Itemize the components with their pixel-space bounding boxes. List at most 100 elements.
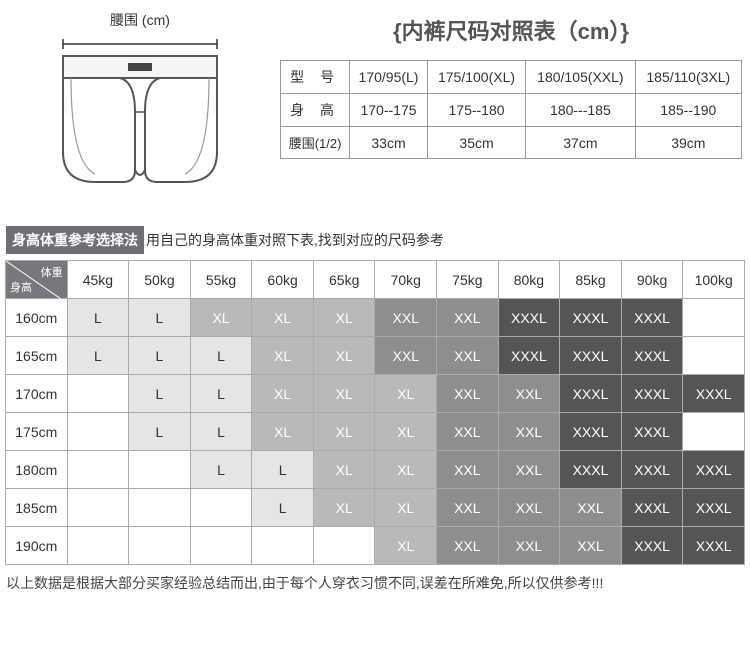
grid-cell: XL	[313, 413, 375, 451]
grid-cell: XXL	[437, 527, 499, 565]
grid-cell: XXL	[437, 451, 499, 489]
grid-cell: XL	[313, 375, 375, 413]
grid-cell: L	[190, 413, 252, 451]
spec-cell: 185--190	[635, 94, 741, 127]
grid-weight-header: 50kg	[129, 261, 191, 299]
grid-cell: XXXL	[621, 451, 683, 489]
grid-cell: L	[129, 413, 191, 451]
spec-hdr-waist: 腰围(1/2)	[281, 127, 350, 159]
grid-cell: XL	[252, 413, 314, 451]
grid-cell: XXL	[498, 451, 560, 489]
spec-cell: 35cm	[427, 127, 525, 159]
grid-row: 170cmLLXLXLXLXXLXXLXXXLXXXLXXXL	[6, 375, 745, 413]
grid-cell: XL	[375, 489, 437, 527]
spec-table: 型 号 170/95(L) 175/100(XL) 180/105(XXL) 1…	[280, 60, 742, 159]
grid-cell: L	[252, 489, 314, 527]
grid-row: 190cmXLXXLXXLXXLXXXLXXXL	[6, 527, 745, 565]
diagram-area: 腰围 (cm)	[0, 4, 280, 202]
grid-cell	[190, 489, 252, 527]
grid-height-header: 175cm	[6, 413, 68, 451]
grid-cell: L	[129, 299, 191, 337]
grid-cell: XXXL	[498, 337, 560, 375]
spec-cell: 33cm	[350, 127, 428, 159]
grid-cell: XXL	[437, 413, 499, 451]
spec-cell: 39cm	[635, 127, 741, 159]
spec-cell: 170/95(L)	[350, 61, 428, 94]
grid-cell	[129, 451, 191, 489]
grid-cell: L	[190, 337, 252, 375]
grid-cell: XL	[375, 451, 437, 489]
spec-cell: 180---185	[526, 94, 635, 127]
grid-cell: XXXL	[683, 527, 745, 565]
grid-height-header: 160cm	[6, 299, 68, 337]
grid-cell: XXXL	[560, 337, 622, 375]
spec-cell: 180/105(XXL)	[526, 61, 635, 94]
grid-cell: XL	[313, 489, 375, 527]
size-grid: 体重 身高 45kg50kg55kg60kg65kg70kg75kg80kg85…	[5, 260, 745, 565]
grid-cell: XXXL	[621, 375, 683, 413]
grid-cell	[129, 489, 191, 527]
grid-cell	[683, 337, 745, 375]
grid-cell	[129, 527, 191, 565]
grid-cell: XXL	[437, 489, 499, 527]
grid-cell: L	[129, 337, 191, 375]
grid-cell: XXL	[498, 375, 560, 413]
grid-cell: L	[190, 375, 252, 413]
grid-height-header: 185cm	[6, 489, 68, 527]
spec-cell: 175--180	[427, 94, 525, 127]
grid-cell: XXXL	[498, 299, 560, 337]
grid-cell: XXXL	[621, 527, 683, 565]
grid-cell: XXL	[437, 299, 499, 337]
grid-weight-header: 45kg	[67, 261, 129, 299]
spec-cell: 185/110(3XL)	[635, 61, 741, 94]
grid-cell: XXXL	[560, 451, 622, 489]
grid-cell: XXL	[498, 413, 560, 451]
grid-cell: XL	[252, 375, 314, 413]
corner-weight: 体重	[41, 264, 63, 280]
grid-cell: XXL	[375, 299, 437, 337]
grid-corner: 体重 身高	[6, 261, 68, 299]
grid-cell: L	[129, 375, 191, 413]
grid-cell: XXXL	[621, 337, 683, 375]
spec-row-waist: 腰围(1/2) 33cm 35cm 37cm 39cm	[281, 127, 742, 159]
grid-row: 180cmLLXLXLXXLXXLXXXLXXXLXXXL	[6, 451, 745, 489]
grid-cell: XL	[252, 337, 314, 375]
grid-header-row: 体重 身高 45kg50kg55kg60kg65kg70kg75kg80kg85…	[6, 261, 745, 299]
grid-weight-header: 55kg	[190, 261, 252, 299]
grid-height-header: 180cm	[6, 451, 68, 489]
spec-hdr-height: 身 高	[281, 94, 350, 127]
grid-cell: XXXL	[621, 299, 683, 337]
grid-cell: XXXL	[560, 375, 622, 413]
grid-cell	[67, 413, 129, 451]
spec-cell: 175/100(XL)	[427, 61, 525, 94]
grid-cell: XL	[190, 299, 252, 337]
grid-cell: XXL	[498, 527, 560, 565]
footnote: 以上数据是根据大部分买家经验总结而出,由于每个人穿衣习惯不同,误差在所难免,所以…	[6, 573, 750, 593]
grid-cell: L	[67, 337, 129, 375]
grid-cell: L	[252, 451, 314, 489]
grid-weight-header: 60kg	[252, 261, 314, 299]
grid-weight-header: 100kg	[683, 261, 745, 299]
grid-row: 185cmLXLXLXXLXXLXXLXXXLXXXL	[6, 489, 745, 527]
grid-row: 165cmLLLXLXLXXLXXLXXXLXXXLXXXL	[6, 337, 745, 375]
grid-weight-header: 85kg	[560, 261, 622, 299]
grid-cell: XXXL	[683, 451, 745, 489]
grid-cell: XL	[252, 299, 314, 337]
grid-cell: XXXL	[683, 375, 745, 413]
spec-hdr-model: 型 号	[281, 61, 350, 94]
method-row: 身高体重参考选择法用自己的身高体重对照下表,找到对应的尺码参考	[6, 226, 750, 254]
grid-cell: XL	[375, 413, 437, 451]
grid-cell: XXL	[437, 375, 499, 413]
grid-cell	[683, 413, 745, 451]
grid-height-header: 190cm	[6, 527, 68, 565]
grid-cell: XXL	[560, 489, 622, 527]
grid-weight-header: 90kg	[621, 261, 683, 299]
grid-cell	[190, 527, 252, 565]
grid-cell	[67, 375, 129, 413]
top-section: 腰围 (cm) {内裤尺码对照表（cm）} 型 号 170/95(L) 175/…	[0, 0, 750, 212]
spec-row-model: 型 号 170/95(L) 175/100(XL) 180/105(XXL) 1…	[281, 61, 742, 94]
grid-cell: L	[190, 451, 252, 489]
grid-cell: XL	[313, 451, 375, 489]
grid-cell: XXXL	[560, 413, 622, 451]
grid-cell: L	[67, 299, 129, 337]
